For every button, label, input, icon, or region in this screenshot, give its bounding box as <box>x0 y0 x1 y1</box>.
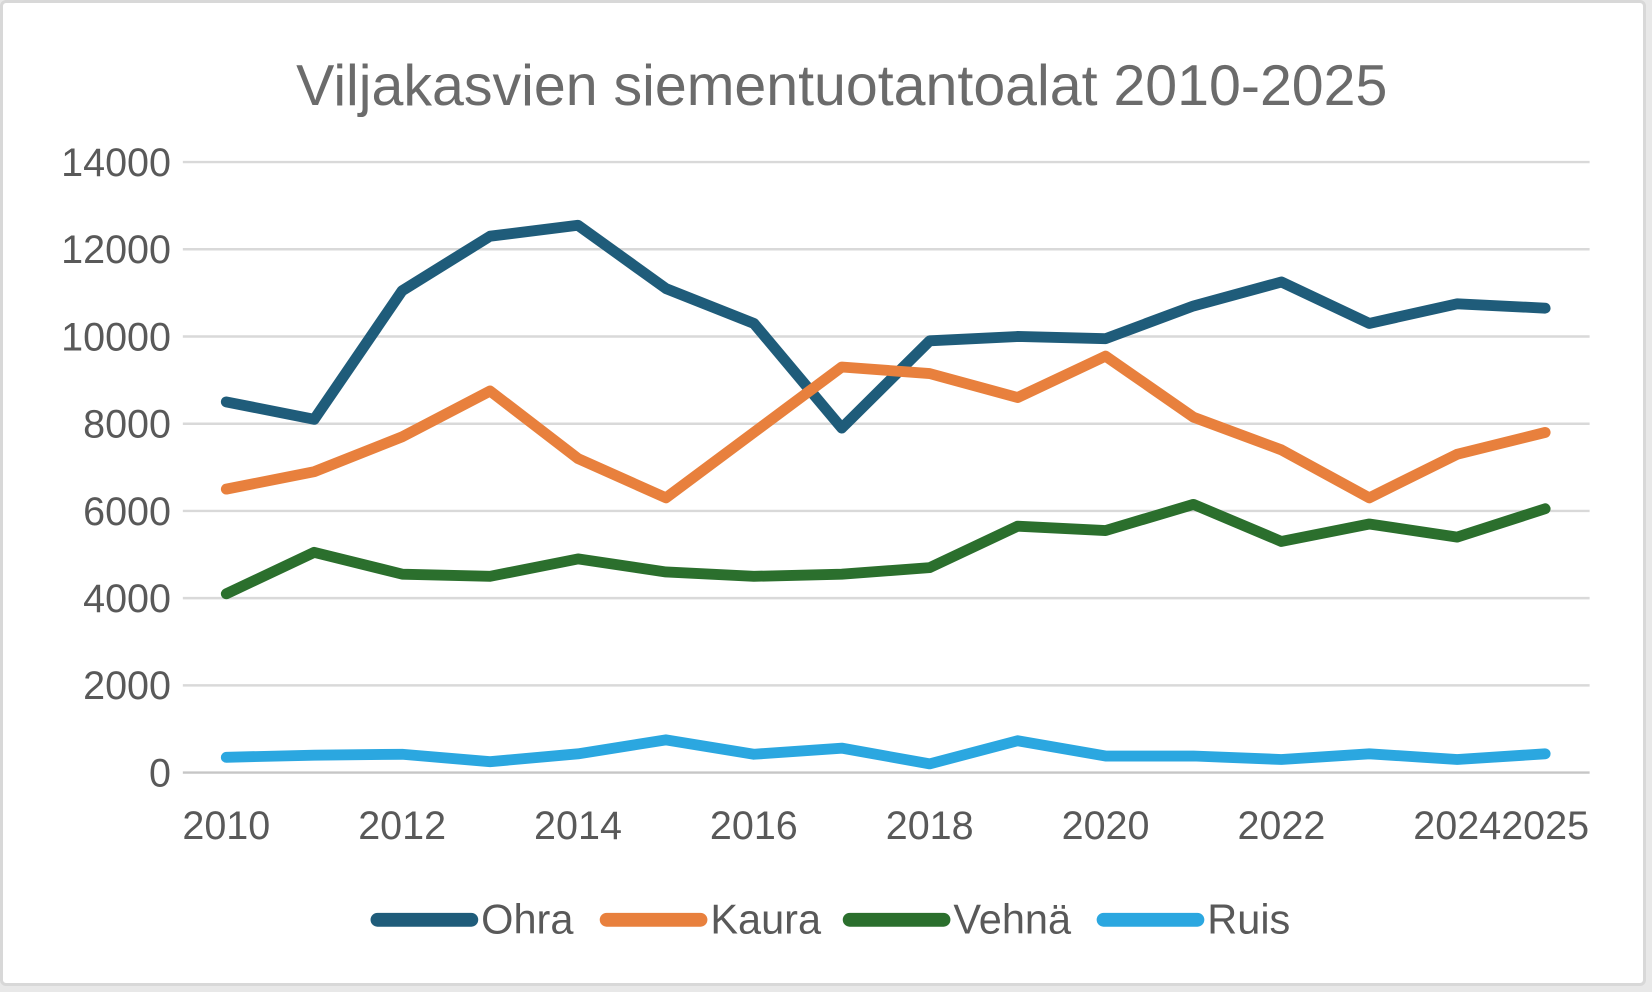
series-layer <box>220 219 1551 770</box>
y-tick-label: 0 <box>149 751 171 795</box>
x-tick-label: 2010 <box>182 804 270 848</box>
chart-title: Viljakasvien siementuotantoalat 2010-202… <box>296 54 1387 118</box>
x-tick-label: 2022 <box>1237 804 1325 848</box>
x-tick-label: 2020 <box>1062 804 1150 848</box>
series-line-ruis <box>220 734 1551 770</box>
legend-label: Kaura <box>710 896 822 943</box>
legend-item-ohra: Ohra <box>370 896 574 943</box>
series-line-vehna <box>220 498 1551 600</box>
y-tick-label: 6000 <box>83 490 171 534</box>
y-tick-label: 10000 <box>61 315 171 359</box>
legend-item-vehna: Vehnä <box>842 896 1072 943</box>
y-tick-label: 12000 <box>61 228 171 272</box>
series-line-kaura <box>220 350 1551 504</box>
x-tick-label: 2016 <box>710 804 798 848</box>
y-tick-label: 8000 <box>83 403 171 447</box>
x-tick-label: 2024 <box>1413 804 1501 848</box>
x-tick-label: 2014 <box>534 804 622 848</box>
x-tick-label: 2018 <box>886 804 974 848</box>
y-tick-label: 2000 <box>83 664 171 708</box>
legend-label: Ruis <box>1207 896 1290 943</box>
y-tick-label: 14000 <box>61 141 171 185</box>
line-chart: 0 2000 4000 6000 8000 10000 12000 14000 2010 2012… <box>61 54 1590 943</box>
grid-layer <box>182 160 1590 774</box>
legend-item-ruis: Ruis <box>1096 896 1290 943</box>
legend-label: Vehnä <box>953 896 1072 943</box>
x-tick-label: 2012 <box>358 804 446 848</box>
legend-layer: Ohra Kaura Vehnä Ruis <box>370 896 1290 943</box>
y-tick-label: 4000 <box>83 577 171 621</box>
x-tick-label: 2025 <box>1501 804 1589 848</box>
series-line-ohra <box>220 219 1551 434</box>
legend-label: Ohra <box>481 896 574 943</box>
axis-layer: 0 2000 4000 6000 8000 10000 12000 14000 2010 2012… <box>61 141 1589 848</box>
legend-item-kaura: Kaura <box>599 896 822 943</box>
